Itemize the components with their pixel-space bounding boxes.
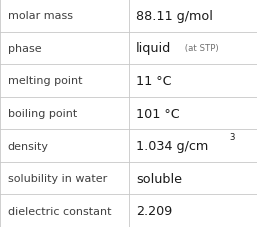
Text: molar mass: molar mass bbox=[8, 11, 73, 21]
Text: 2.209: 2.209 bbox=[136, 204, 172, 217]
Text: 3: 3 bbox=[230, 133, 235, 141]
Text: density: density bbox=[8, 141, 49, 151]
Text: 88.11 g/mol: 88.11 g/mol bbox=[136, 10, 213, 23]
Text: dielectric constant: dielectric constant bbox=[8, 206, 111, 216]
Text: melting point: melting point bbox=[8, 76, 82, 86]
Text: 1.034 g/cm: 1.034 g/cm bbox=[136, 139, 208, 152]
Text: 11 °C: 11 °C bbox=[136, 75, 172, 88]
Text: solubility in water: solubility in water bbox=[8, 173, 107, 183]
Text: boiling point: boiling point bbox=[8, 109, 77, 118]
Text: soluble: soluble bbox=[136, 172, 182, 185]
Text: liquid: liquid bbox=[136, 42, 171, 55]
Text: 101 °C: 101 °C bbox=[136, 107, 180, 120]
Text: (at STP): (at STP) bbox=[182, 44, 218, 53]
Text: phase: phase bbox=[8, 44, 41, 54]
